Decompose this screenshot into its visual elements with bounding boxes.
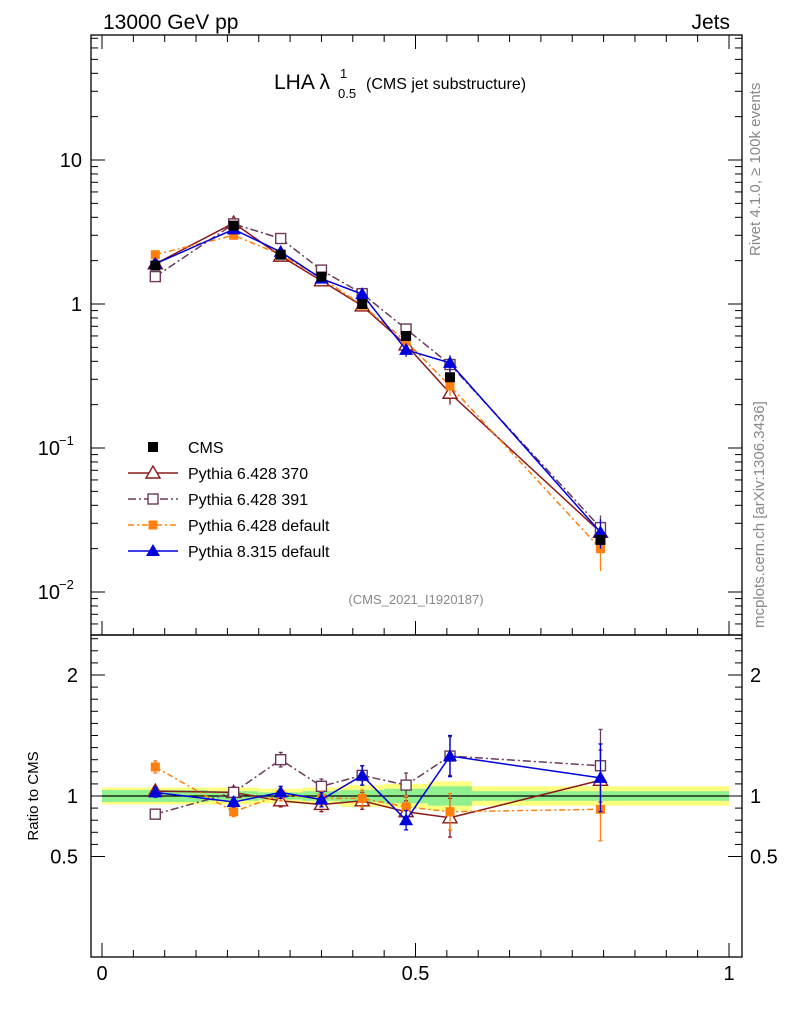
plot-title: LHA λ 1 0.5 (CMS jet substructure) xyxy=(274,66,526,101)
ratio-point-py8_default xyxy=(355,768,370,781)
legend-marker-py6_391 xyxy=(147,493,159,505)
title-extra: (CMS jet substructure) xyxy=(366,76,526,93)
ratio-y-axis-label: Ratio to CMS xyxy=(25,751,42,840)
legend-marker-py8_default xyxy=(146,544,160,556)
ratio-line-py6_default xyxy=(154,766,601,813)
ratio-y-tick-label-right: 2 xyxy=(750,665,761,687)
ratio-point-py6_391 xyxy=(274,754,287,766)
ratio-point-py8_default xyxy=(226,795,241,808)
y-tick-label-base: 10 xyxy=(60,150,82,172)
ratio-y-tick-label-left: 1 xyxy=(67,786,78,808)
title-sub: 0.5 xyxy=(338,86,356,101)
data-point-py6_391 xyxy=(274,232,287,245)
legend-entry-py6_370: Pythia 6.428 370 xyxy=(128,464,308,483)
ratio-point-py8_default xyxy=(314,792,329,805)
ratio-point-py8_default xyxy=(442,749,457,762)
ratio-point-py6_391 xyxy=(400,779,412,791)
data-point-cms xyxy=(401,330,412,341)
data-point-py6_default xyxy=(150,250,160,260)
data-point-cms xyxy=(228,220,239,231)
y-tick-label-exponent: −1 xyxy=(59,433,74,448)
data-point-cms xyxy=(150,260,161,271)
legend-label-py6_370: Pythia 6.428 370 xyxy=(188,466,308,483)
y-tick-label: 10 xyxy=(60,150,82,172)
ratio-point-py8_default xyxy=(148,785,163,798)
ratio-series-py8_default xyxy=(148,734,608,831)
legend-entry-py6_391: Pythia 6.428 391 xyxy=(128,492,308,509)
data-point-py8_default xyxy=(442,355,457,368)
ratio-line-py6_370 xyxy=(155,779,601,819)
data-point-py6_391 xyxy=(149,270,161,283)
data-point-cms xyxy=(316,271,327,282)
ratio-point-py6_default xyxy=(401,802,411,812)
legend-label-py6_391: Pythia 6.428 391 xyxy=(188,492,308,509)
ratio-series-layer xyxy=(147,728,609,842)
process-label: Jets xyxy=(691,11,730,34)
ratio-line-py8_default xyxy=(155,755,601,822)
ratio-y-tick-label-left: 0.5 xyxy=(50,847,78,869)
y-tick-label-base: 10 xyxy=(38,438,60,460)
y-tick-label-exponent: −2 xyxy=(59,577,74,592)
y-tick-label-base: 10 xyxy=(38,582,60,604)
ratio-y-tick-label-left: 2 xyxy=(67,665,78,687)
ratio-point-py8_default xyxy=(273,785,288,798)
data-point-cms xyxy=(275,249,286,260)
ratio-y-tick-label-right: 0.5 xyxy=(750,847,778,869)
data-point-py8_default xyxy=(593,525,608,538)
title-main: LHA λ xyxy=(274,71,331,94)
legend-marker-cms xyxy=(148,442,158,452)
title-sup: 1 xyxy=(340,66,347,81)
energy-label: 13000 GeV pp xyxy=(103,11,238,34)
series-line-py6_default xyxy=(155,234,602,550)
legend-label-py8_default: Pythia 8.315 default xyxy=(188,544,330,561)
legend-entry-py8_default: Pythia 8.315 default xyxy=(128,544,330,561)
ratio-point-py6_default xyxy=(150,762,160,772)
legend-label-py6_default: Pythia 6.428 default xyxy=(188,518,330,535)
y-tick-label: 10 −1 xyxy=(38,433,74,460)
ratio-point-py8_default xyxy=(399,813,414,826)
y-tick-label-base: 1 xyxy=(71,294,82,316)
data-point-cms xyxy=(444,372,455,383)
x-tick-label: 0 xyxy=(96,963,107,985)
legend-marker-py6_default xyxy=(148,520,158,530)
series-line-py8_default xyxy=(154,228,602,533)
ratio-axes: 2 2 1 1 0.5 0.5 0 0.5 1 xyxy=(50,35,778,985)
x-tick-label: 0.5 xyxy=(402,963,430,985)
mcplots-label: mcplots.cern.ch [arXiv:1306.3436] xyxy=(751,401,768,628)
legend: CMS Pythia 6.428 370 Pythia 6.428 391 Pythi… xyxy=(128,440,330,561)
ratio-point-py8_default xyxy=(593,770,608,783)
ratio-y-tick-label-right: 1 xyxy=(750,786,761,808)
ratio-point-py6_default xyxy=(357,793,367,803)
x-tick-label: 1 xyxy=(723,963,734,985)
legend-entry-cms: CMS xyxy=(148,440,224,457)
data-point-py8_default xyxy=(399,342,414,355)
ratio-line-py6_391 xyxy=(155,755,601,815)
analysis-id: (CMS_2021_I1920187) xyxy=(348,592,483,607)
ratio-point-py6_default xyxy=(445,807,455,817)
data-point-cms xyxy=(595,534,606,545)
ratio-point-py6_default xyxy=(229,807,239,817)
ratio-point-py6_391 xyxy=(149,808,161,820)
main-series-layer xyxy=(147,214,609,571)
series-line-py6_370 xyxy=(154,222,601,533)
rivet-version-label: Rivet 4.1.0, ≥ 100k events xyxy=(747,83,764,256)
y-tick-label: 10 −2 xyxy=(38,577,74,604)
data-point-py6_default xyxy=(445,381,455,391)
ratio-point-py6_391 xyxy=(315,780,328,793)
series-cms xyxy=(150,220,606,545)
data-point-cms xyxy=(357,299,368,309)
y-tick-label: 1 xyxy=(71,294,82,316)
series-line-py6_391 xyxy=(154,223,602,529)
legend-entry-py6_default: Pythia 6.428 default xyxy=(128,518,330,535)
data-point-py6_default xyxy=(229,230,239,240)
legend-marker-py6_370 xyxy=(144,464,162,479)
legend-label-cms: CMS xyxy=(188,440,224,457)
data-point-py8_default xyxy=(355,287,370,300)
data-point-py6_default xyxy=(401,336,411,346)
